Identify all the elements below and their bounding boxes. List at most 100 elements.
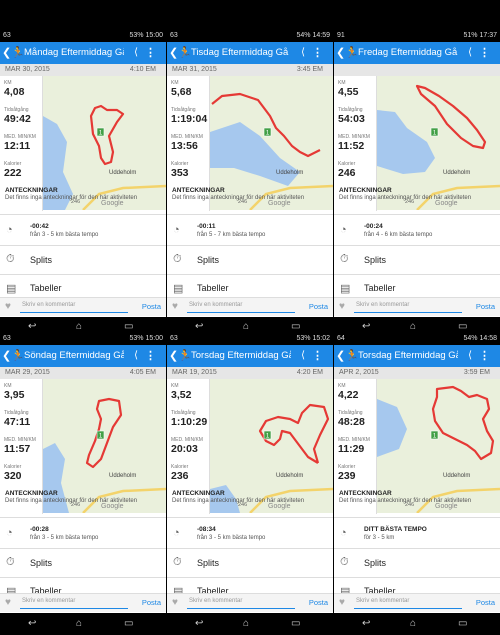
post-button[interactable]: Posta [475,598,495,607]
date-bar: MAR 19, 2015 4:20 EM [167,367,333,379]
nav-back-icon[interactable]: ↩ [28,618,37,629]
activity-time: 3:45 EM [296,66,323,73]
stats-column: KM 4,08 Tidsåtgång 49:42 MED. MIN/KM 12:11 Kal… [0,76,43,211]
comment-input[interactable]: Skriv en kommentar [187,301,295,313]
back-icon[interactable]: ❮ [169,350,179,362]
map-container[interactable]: 1 Uddeholm Google 246 [377,76,500,210]
splits-link[interactable]: Splits [364,255,387,265]
tempo-value: -00:24 [364,223,383,230]
splits-link[interactable]: Splits [197,255,220,265]
nav-recent-icon[interactable]: ▭ [458,321,468,332]
nav-home-icon[interactable]: ⌂ [243,618,250,629]
nav-back-icon[interactable]: ↩ [362,321,371,332]
map-container[interactable]: 1 Uddeholm Google 246 [377,379,500,513]
route-map[interactable]: 1 Uddeholm Google 246 [377,379,500,513]
splits-link[interactable]: Splits [30,558,53,568]
nav-recent-icon[interactable]: ▭ [291,321,301,332]
back-icon[interactable]: ❮ [336,350,346,362]
nav-bar: ↩ ⌂ ▭ [0,317,166,337]
more-icon[interactable]: ⋮ [312,47,323,59]
notes-heading: ANTECKNINGAR [339,490,392,497]
tables-link[interactable]: Tabeller [197,283,229,293]
back-icon[interactable]: ❮ [2,350,12,362]
splits-link[interactable]: Splits [364,558,387,568]
nav-bar: ↩ ⌂ ▭ [0,613,166,635]
nav-home-icon[interactable]: ⌂ [410,321,417,332]
heart-icon[interactable]: ♥ [339,301,345,312]
stat-pace-value: 11:52 [338,140,365,152]
nav-back-icon[interactable]: ↩ [362,618,371,629]
nav-back-icon[interactable]: ↩ [195,618,204,629]
back-icon[interactable]: ❮ [169,47,179,59]
map-container[interactable]: 1 Uddeholm Google 246 [43,379,166,513]
route-map[interactable]: 1 Uddeholm Google 246 [43,379,166,513]
heart-icon[interactable]: ♥ [5,301,11,312]
divider [167,214,333,215]
tables-link[interactable]: Tabeller [30,586,62,596]
comment-input[interactable]: Skriv en kommentar [354,301,462,313]
post-button[interactable]: Posta [308,302,328,311]
nav-home-icon[interactable]: ⌂ [76,618,83,629]
more-icon[interactable]: ⋮ [145,47,156,59]
app-bar: ❮ 🏃 Tisdag Eftermiddag Gå ⟨ ⋮ [167,42,333,64]
nav-recent-icon[interactable]: ▭ [124,321,134,332]
heart-icon[interactable]: ♥ [5,597,11,608]
tables-link[interactable]: Tabeller [30,283,62,293]
notes-text: Det finns inga anteckningar för den här … [339,195,472,201]
more-icon[interactable]: ⋮ [479,350,490,362]
share-icon[interactable]: ⟨ [134,47,138,58]
splits-link[interactable]: Splits [30,255,53,265]
heart-icon[interactable]: ♥ [172,301,178,312]
back-icon[interactable]: ❮ [336,47,346,59]
nav-back-icon[interactable]: ↩ [195,321,204,332]
tables-link[interactable]: Tabeller [197,586,229,596]
nav-home-icon[interactable]: ⌂ [410,618,417,629]
speedometer-icon: ◔ [6,527,13,539]
tables-link[interactable]: Tabeller [364,283,396,293]
status-right: 53% 15:02 [296,335,330,342]
route-map[interactable]: 1 Uddeholm Google 246 [210,76,333,210]
nav-home-icon[interactable]: ⌂ [76,321,83,332]
share-icon[interactable]: ⟨ [468,350,472,361]
back-icon[interactable]: ❮ [2,47,12,59]
activity-title: Torsdag Eftermiddag Gå [358,350,458,361]
activity-date: MAR 29, 2015 [5,369,50,376]
comment-input[interactable]: Skriv en kommentar [20,301,128,313]
notes-heading: ANTECKNINGAR [172,187,225,194]
route-map[interactable]: 1 Uddeholm Google 246 [377,76,500,210]
nav-bar: ↩ ⌂ ▭ [167,613,333,635]
more-icon[interactable]: ⋮ [312,350,323,362]
activity-title: Torsdag Eftermiddag Gå [191,350,291,361]
more-icon[interactable]: ⋮ [145,350,156,362]
nav-recent-icon[interactable]: ▭ [458,618,468,629]
tempo-caption: från 3 - 5 km bästa tempo [197,535,266,541]
activity-panel: ❮ 🏃 Måndag Eftermiddag Gå ⟨ ⋮ MAR 30, 2015 4:1… [0,42,166,317]
share-icon[interactable]: ⟨ [301,47,305,58]
route-line [85,397,123,469]
heart-icon[interactable]: ♥ [172,597,178,608]
share-icon[interactable]: ⟨ [134,350,138,361]
map-container[interactable]: 1 Uddeholm Google 246 [210,76,333,210]
nav-recent-icon[interactable]: ▭ [291,618,301,629]
comment-input[interactable]: Skriv en kommentar [20,597,128,609]
route-map[interactable]: 1 Uddeholm Google 246 [210,379,333,513]
share-icon[interactable]: ⟨ [468,47,472,58]
more-icon[interactable]: ⋮ [479,47,490,59]
map-container[interactable]: 1 Uddeholm Google 246 [43,76,166,210]
nav-home-icon[interactable]: ⌂ [243,321,250,332]
comment-input[interactable]: Skriv en kommentar [354,597,462,609]
post-button[interactable]: Posta [141,598,161,607]
post-button[interactable]: Posta [141,302,161,311]
post-button[interactable]: Posta [308,598,328,607]
splits-link[interactable]: Splits [197,558,220,568]
map-container[interactable]: 1 Uddeholm Google 246 [210,379,333,513]
share-icon[interactable]: ⟨ [301,350,305,361]
tables-link[interactable]: Tabeller [364,586,396,596]
route-map[interactable]: 1 Uddeholm Google 246 [43,76,166,210]
nav-back-icon[interactable]: ↩ [28,321,37,332]
km-marker [430,430,439,440]
heart-icon[interactable]: ♥ [339,597,345,608]
post-button[interactable]: Posta [475,302,495,311]
comment-input[interactable]: Skriv en kommentar [187,597,295,609]
nav-recent-icon[interactable]: ▭ [124,618,134,629]
